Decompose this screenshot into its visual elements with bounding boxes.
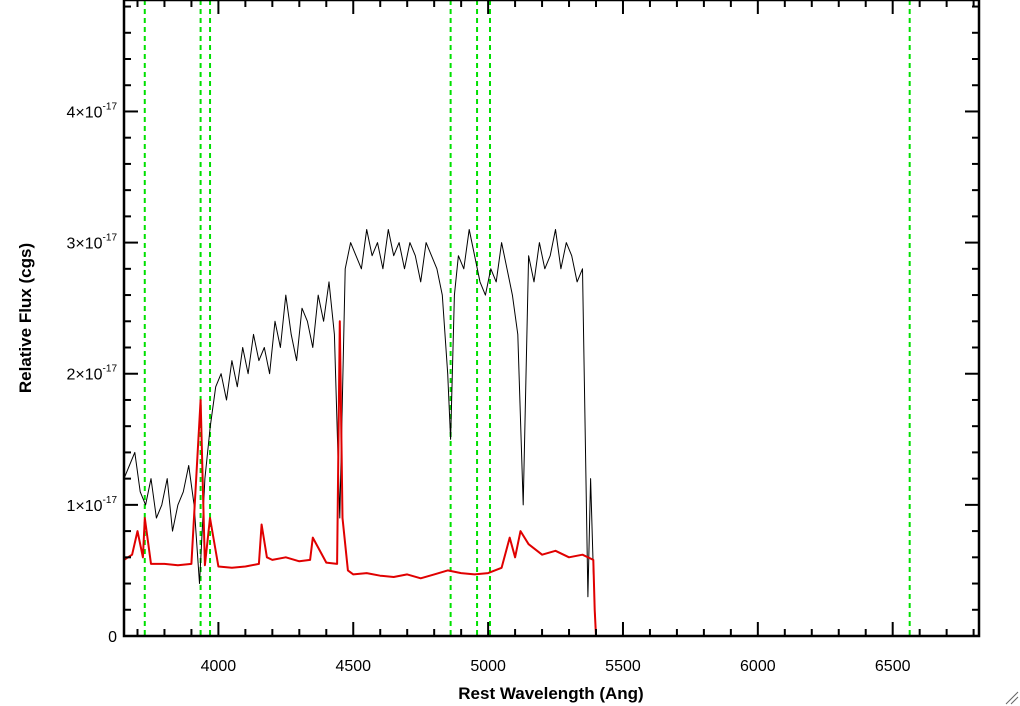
y-tick-mantissa: 1: [67, 498, 76, 515]
axis-ticks: [124, 0, 979, 637]
spectrum-series: [123, 229, 979, 637]
y-tick-label-0: 0: [108, 629, 117, 646]
y-tick-exponent: -17: [103, 495, 118, 506]
y-tick-base: 10: [85, 498, 103, 515]
y-tick-mantissa: 0: [108, 629, 117, 646]
y-tick-times: ×: [75, 367, 84, 384]
x-tick-labels: 4000 4500 5000 5500 6000 6500: [201, 658, 911, 675]
y-tick-label-4: 4×10-17: [67, 101, 118, 121]
x-tick-label-2: 5000: [470, 658, 506, 675]
resize-grip-icon[interactable]: [1005, 691, 1019, 705]
y-tick-times: ×: [75, 498, 84, 515]
y-tick-labels: 01×10-172×10-173×10-174×10-17: [67, 101, 118, 646]
x-tick-label-3: 5500: [605, 658, 641, 675]
y-tick-mantissa: 4: [67, 104, 76, 121]
x-tick-label-0: 4000: [201, 658, 237, 675]
x-tick-label-5: 6500: [875, 658, 911, 675]
emission-line-markers: [143, 0, 911, 636]
series-line-0: [123, 229, 979, 637]
y-axis-title: Relative Flux (cgs): [16, 243, 35, 393]
y-tick-label-2: 2×10-17: [67, 364, 118, 384]
series-line-1: [123, 320, 979, 637]
y-tick-base: 10: [85, 367, 103, 384]
y-tick-times: ×: [75, 236, 84, 253]
y-tick-exponent: -17: [103, 364, 118, 375]
y-tick-times: ×: [75, 104, 84, 121]
y-tick-base: 10: [85, 104, 103, 121]
x-axis-title: Rest Wavelength (Ang): [458, 684, 643, 703]
y-tick-mantissa: 3: [67, 236, 76, 253]
plot-frame: [122, 0, 981, 638]
y-tick-label-1: 1×10-17: [67, 495, 118, 515]
x-tick-label-4: 6000: [740, 658, 776, 675]
x-tick-label-1: 4500: [335, 658, 371, 675]
y-tick-mantissa: 2: [67, 367, 76, 384]
y-tick-exponent: -17: [103, 101, 118, 112]
y-tick-base: 10: [85, 236, 103, 253]
y-tick-label-3: 3×10-17: [67, 233, 118, 253]
y-tick-exponent: -17: [103, 233, 118, 244]
